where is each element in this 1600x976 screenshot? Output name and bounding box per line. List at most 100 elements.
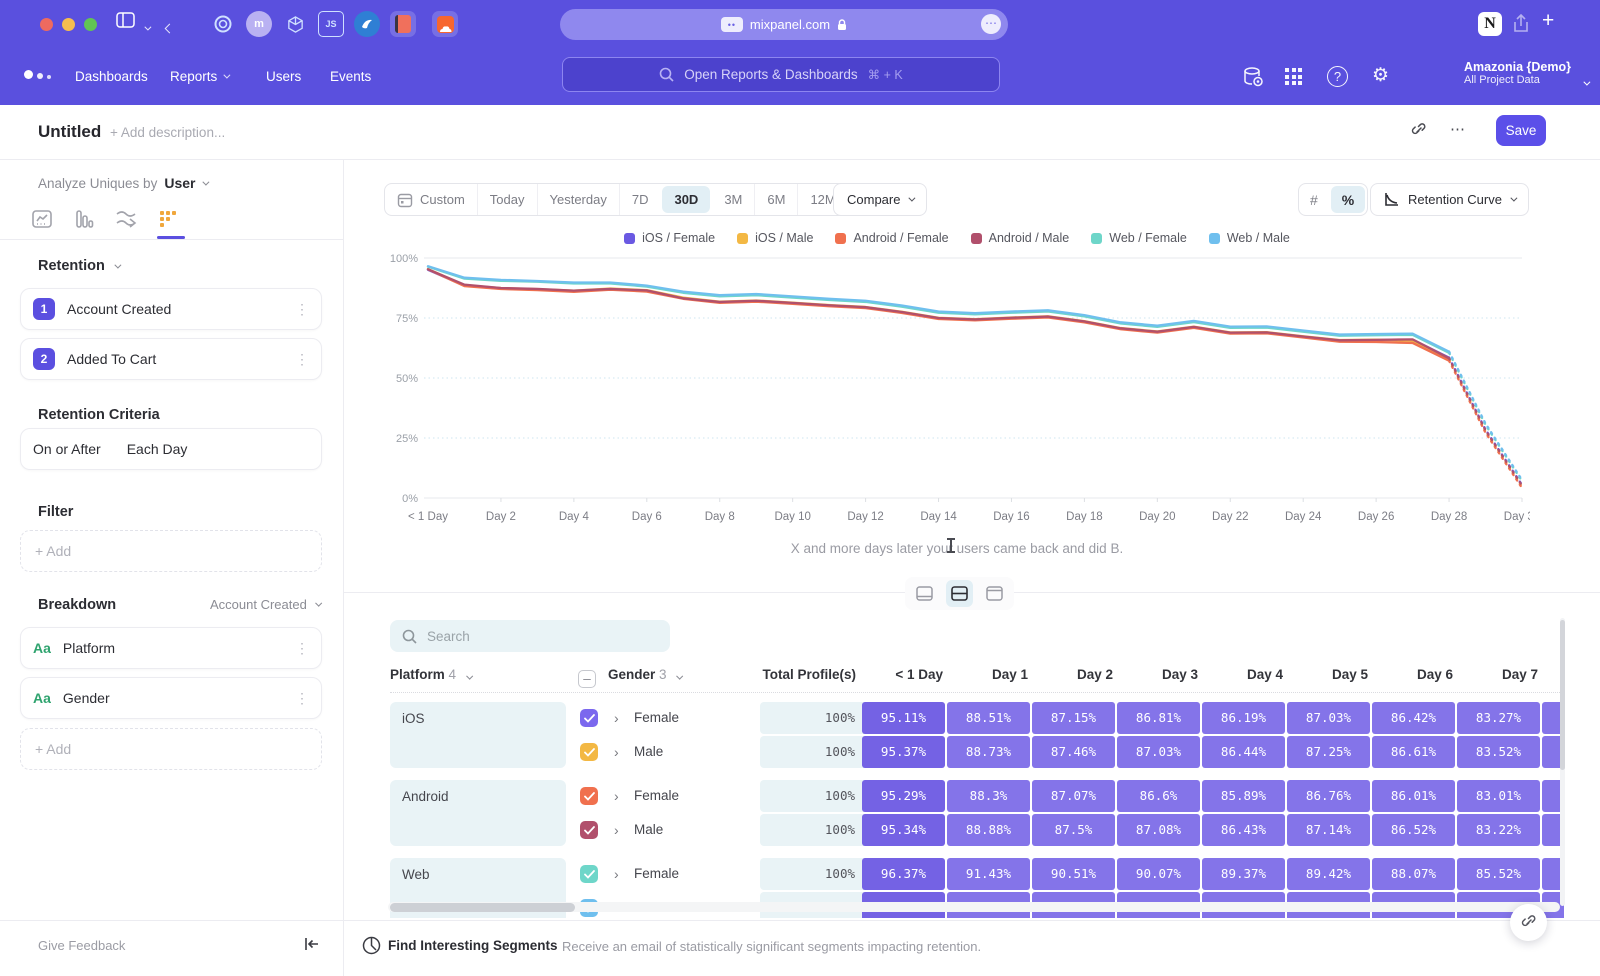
retention-value-cell[interactable]: 85.52%	[1457, 858, 1540, 890]
browser-sidebar-chevron-icon[interactable]	[144, 18, 149, 35]
share-link-fab[interactable]	[1510, 904, 1547, 941]
help-icon[interactable]: ?	[1327, 66, 1348, 87]
retention-value-cell[interactable]: 88.88%	[947, 814, 1030, 846]
give-feedback-link[interactable]: Give Feedback	[38, 938, 125, 953]
retention-value-cell[interactable]: 95.37%	[862, 736, 945, 768]
compare-button[interactable]: Compare	[833, 183, 927, 216]
window-minimize-button[interactable]	[62, 18, 75, 31]
table-search-input[interactable]: Search	[390, 620, 670, 652]
expand-row-icon[interactable]: ›	[614, 710, 619, 726]
retention-value-cell[interactable]: 83.01%	[1457, 780, 1540, 812]
retention-value-cell[interactable]: 87.03%	[1287, 702, 1370, 734]
gender-cell[interactable]: Female	[634, 788, 679, 803]
series-line-incomplete[interactable]	[1449, 353, 1522, 481]
gender-cell[interactable]: Female	[634, 866, 679, 881]
breakdown-card-gender[interactable]: Aa Gender ⋮	[20, 677, 322, 719]
range-7d[interactable]: 7D	[619, 184, 661, 215]
retention-value-cell[interactable]: 89.42%	[1287, 858, 1370, 890]
range-3m[interactable]: 3M	[712, 184, 754, 215]
collapse-sidebar-icon[interactable]	[303, 936, 321, 952]
retention-value-cell[interactable]: 83.52%	[1457, 736, 1540, 768]
extension-js-icon[interactable]: JS	[318, 11, 344, 37]
kebab-menu-icon[interactable]: ⋮	[295, 301, 309, 318]
criteria-on-or-after[interactable]: On or After	[33, 441, 101, 457]
gender-cell[interactable]: Male	[634, 744, 663, 759]
retention-value-cell[interactable]: 87.14%	[1287, 814, 1370, 846]
expand-row-icon[interactable]: ›	[614, 744, 619, 760]
range-custom[interactable]: Custom	[385, 184, 477, 215]
retention-curve-chart[interactable]: 100%75%50%25%0%< 1 DayDay 2Day 4Day 6Day…	[384, 250, 1530, 528]
retention-value-cell[interactable]: 87.5%	[1032, 814, 1115, 846]
retention-value-cell[interactable]: 91.43%	[947, 858, 1030, 890]
range-30d[interactable]: 30D	[662, 186, 710, 213]
nav-events[interactable]: Events	[330, 69, 371, 84]
retention-value-cell[interactable]: 88.3%	[947, 780, 1030, 812]
retention-section-label[interactable]: Retention	[38, 258, 105, 274]
platform-column-header[interactable]: Platform 4	[390, 667, 470, 682]
extension-target-icon[interactable]	[210, 11, 236, 37]
criteria-each-day[interactable]: Each Day	[127, 441, 188, 457]
breakdown-card-platform[interactable]: Aa Platform ⋮	[20, 627, 322, 669]
retention-value-cell[interactable]: 87.46%	[1032, 736, 1115, 768]
range-today[interactable]: Today	[477, 184, 537, 215]
retention-value-cell[interactable]: 87.08%	[1117, 814, 1200, 846]
retention-value-cell[interactable]: 89.37%	[1202, 858, 1285, 890]
retention-value-cell[interactable]: 87.07%	[1032, 780, 1115, 812]
kebab-menu-icon[interactable]: ⋮	[295, 640, 309, 657]
retention-value-cell[interactable]: 86.61%	[1372, 736, 1455, 768]
retention-value-cell[interactable]: 90.51%	[1032, 858, 1115, 890]
retention-value-cell[interactable]: 86.6%	[1117, 780, 1200, 812]
layout-table-only-icon[interactable]	[981, 580, 1008, 607]
nav-dashboards[interactable]: Dashboards	[75, 69, 148, 84]
gender-select-all-checkbox[interactable]: –	[578, 667, 596, 688]
retention-value-cell[interactable]: 86.44%	[1202, 736, 1285, 768]
percent-toggle[interactable]: %	[1331, 186, 1365, 213]
breakdown-scope-selector[interactable]: Account Created	[210, 597, 319, 612]
step-card-account-created[interactable]: 1 Account Created ⋮	[20, 288, 322, 330]
series-line[interactable]	[428, 266, 1449, 351]
report-title[interactable]: Untitled	[38, 122, 101, 142]
browser-back-icon[interactable]	[166, 19, 173, 36]
platform-cell[interactable]: iOS	[390, 702, 566, 768]
org-switcher[interactable]: Amazonia {Demo} All Project Data	[1464, 60, 1572, 86]
retention-value-cell[interactable]: 95.11%	[862, 702, 945, 734]
retention-value-cell[interactable]: 96.37%	[862, 858, 945, 890]
legend-item[interactable]: Web / Male	[1209, 231, 1290, 245]
report-description-placeholder[interactable]: + Add description...	[110, 125, 225, 140]
absolute-numbers-toggle[interactable]: #	[1299, 184, 1329, 215]
retention-value-cell[interactable]: 86.43%	[1202, 814, 1285, 846]
save-button[interactable]: Save	[1496, 115, 1546, 146]
retention-value-cell[interactable]: 86.81%	[1117, 702, 1200, 734]
step-card-added-to-cart[interactable]: 2 Added To Cart ⋮	[20, 338, 322, 380]
url-more-icon[interactable]: ⋯	[981, 14, 1001, 34]
horizontal-scrollbar-thumb[interactable]	[390, 903, 575, 912]
copy-link-icon[interactable]	[1410, 122, 1427, 139]
platform-cell[interactable]: Android	[390, 780, 566, 846]
retention-value-cell[interactable]: 95.29%	[862, 780, 945, 812]
retention-value-cell[interactable]: 88.07%	[1372, 858, 1455, 890]
window-zoom-button[interactable]	[84, 18, 97, 31]
new-tab-icon[interactable]: +	[1542, 9, 1554, 33]
retention-value-cell[interactable]: 87.03%	[1117, 736, 1200, 768]
series-checkbox[interactable]	[580, 743, 598, 761]
extension-notebook-icon[interactable]	[390, 11, 416, 37]
range-yesterday[interactable]: Yesterday	[537, 184, 619, 215]
vertical-scrollbar-thumb[interactable]	[1560, 620, 1565, 770]
retention-value-cell[interactable]: 87.15%	[1032, 702, 1115, 734]
nav-users[interactable]: Users	[266, 69, 301, 84]
browser-sidebar-icon[interactable]	[116, 12, 135, 28]
extension-cloud-icon[interactable]	[432, 11, 458, 37]
legend-item[interactable]: Android / Female	[835, 231, 948, 245]
more-options-icon[interactable]: ⋯	[1450, 120, 1465, 138]
data-management-icon[interactable]	[1240, 64, 1266, 90]
chart-type-selector[interactable]: Retention Curve	[1370, 183, 1529, 216]
layout-chart-only-icon[interactable]	[911, 580, 938, 607]
series-checkbox[interactable]	[580, 865, 598, 883]
series-line-incomplete[interactable]	[1449, 352, 1522, 480]
extension-cube-icon[interactable]	[282, 11, 308, 37]
notion-pinned-tab-icon[interactable]: N	[1478, 12, 1502, 36]
expand-row-icon[interactable]: ›	[614, 788, 619, 804]
layout-split-icon[interactable]	[946, 580, 973, 607]
retention-value-cell[interactable]: 86.76%	[1287, 780, 1370, 812]
retention-value-cell[interactable]: 88.51%	[947, 702, 1030, 734]
